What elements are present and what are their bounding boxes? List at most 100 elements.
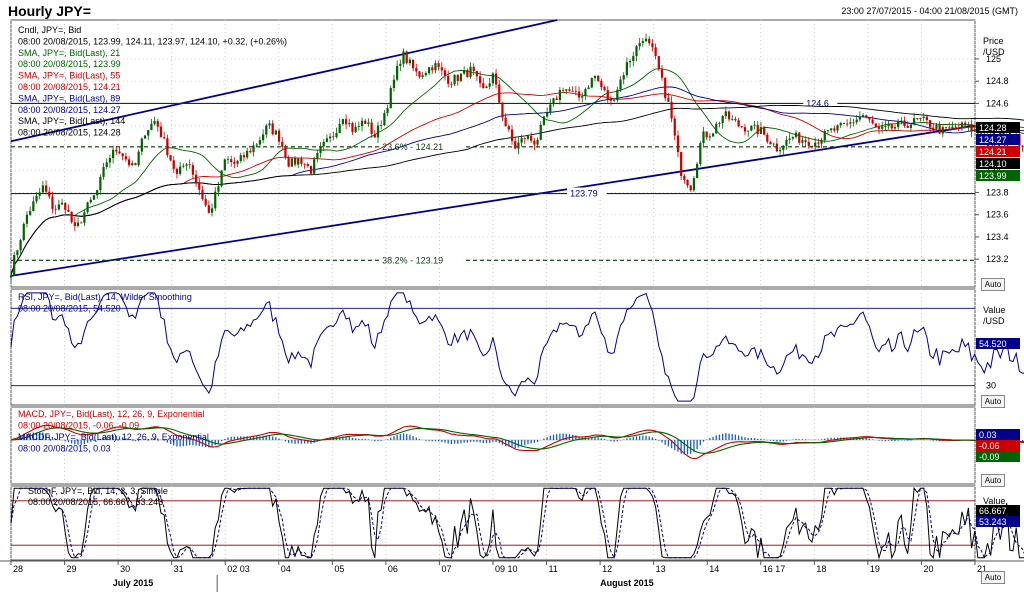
candle-body <box>852 122 855 124</box>
stoch-value-label: 66.667 <box>979 506 1007 516</box>
candle-body <box>16 250 19 256</box>
candle-body <box>782 145 785 150</box>
price-tick-label: 125 <box>986 54 1001 64</box>
candle-body <box>156 121 159 127</box>
candle-body <box>558 90 562 101</box>
candle-body <box>660 69 664 78</box>
candle-body <box>597 75 600 81</box>
candle-body <box>194 174 198 183</box>
candle-body <box>60 202 64 205</box>
panel-rsi <box>10 288 976 406</box>
panel-frames <box>0 19 1024 562</box>
candle-body <box>246 150 249 158</box>
candle-body <box>951 126 954 129</box>
candle-body <box>80 222 83 224</box>
candle-body <box>689 185 692 191</box>
candle-body <box>22 223 25 241</box>
candle-body <box>99 176 102 191</box>
candle-body <box>747 130 750 132</box>
candle-body <box>421 75 424 77</box>
x-tick-label: 04 <box>281 564 291 574</box>
rsi-value-label: 54.520 <box>979 339 1007 349</box>
candle-body <box>877 127 881 129</box>
candle-body <box>255 144 258 146</box>
candle-body <box>721 116 724 124</box>
candle-body <box>549 104 552 113</box>
candle-body <box>855 119 858 123</box>
candle-body <box>814 142 817 147</box>
auto-button-price[interactable]: Auto <box>981 278 1005 291</box>
candle-body <box>740 126 743 128</box>
macd-value-label: 0.03 <box>979 430 997 440</box>
candle-body <box>587 87 590 90</box>
candle-body <box>552 98 555 105</box>
candle-body <box>351 123 354 132</box>
candle-body <box>520 138 523 143</box>
candle-body <box>673 118 676 136</box>
stoch-d-line <box>10 487 1024 560</box>
candle-body <box>810 145 814 147</box>
auto-button-stoch[interactable]: Auto <box>981 571 1005 584</box>
candle-body <box>166 138 169 156</box>
candle-body <box>699 143 702 164</box>
main-legend-line: 08:00 20/08/2015, 124.28 <box>18 128 121 138</box>
value-box <box>976 134 1020 145</box>
candle-body <box>357 126 360 127</box>
candle-body <box>718 123 721 124</box>
candle-body <box>89 199 92 203</box>
candle-body <box>593 75 597 79</box>
candle-body <box>86 202 89 213</box>
x-tick-label: 18 <box>816 564 826 574</box>
candle-body <box>849 122 852 124</box>
candle-body <box>581 96 584 98</box>
candle-body <box>290 158 293 167</box>
reference-lines: 124.6 23.6% - 124.21 123.79 38.2% - 123.19 <box>10 19 976 546</box>
candle-body <box>539 124 542 140</box>
candle-body <box>466 69 469 77</box>
x-tick-label: 13 <box>656 564 666 574</box>
candle-body <box>214 191 217 209</box>
candle-body <box>175 168 179 174</box>
candle-body <box>306 164 309 167</box>
candle-body <box>163 137 166 139</box>
candle-body <box>571 90 574 92</box>
candle-body <box>284 146 287 158</box>
candle-body <box>798 132 801 143</box>
candle-body <box>651 43 654 48</box>
candle-body <box>858 116 861 120</box>
candle-body <box>54 208 57 210</box>
candle-body <box>300 158 303 164</box>
macd-value-box <box>976 440 1020 451</box>
candle-body <box>638 43 641 47</box>
candle-body <box>667 98 670 102</box>
candle-body <box>482 83 485 89</box>
candle-body <box>287 157 290 167</box>
value-box-label: 124.28 <box>979 123 1007 133</box>
auto-button-macd[interactable]: Auto <box>981 474 1005 487</box>
candle-body <box>788 138 791 140</box>
candle-body <box>546 112 549 117</box>
candle-body <box>226 159 230 160</box>
candle-body <box>692 178 696 191</box>
candle-body <box>127 159 131 166</box>
candle-body <box>112 149 115 159</box>
indicator-lines <box>10 68 1024 560</box>
candle-body <box>644 38 648 42</box>
candle-body <box>635 46 638 57</box>
stoch-unit: Value <box>983 496 1005 506</box>
candle-body <box>475 70 479 77</box>
candle-body <box>463 69 466 74</box>
macd-value-box <box>976 429 1020 440</box>
auto-button-rsi[interactable]: Auto <box>981 395 1005 408</box>
candle-body <box>64 202 67 210</box>
candle-body <box>510 129 514 142</box>
price-tick-label: 124.8 <box>986 76 1009 86</box>
candle-body <box>695 163 699 179</box>
candle-body <box>469 66 472 77</box>
candle-body <box>794 132 798 138</box>
axes-labels: 28 29 30 31 02 03 04 05 06 07 09 10 11 12 13 14 16 17 1… <box>10 36 1020 592</box>
candle-body <box>826 130 830 131</box>
candle-body <box>179 166 182 174</box>
rsi-unit: Value <box>983 305 1005 315</box>
candle-body <box>207 205 210 213</box>
